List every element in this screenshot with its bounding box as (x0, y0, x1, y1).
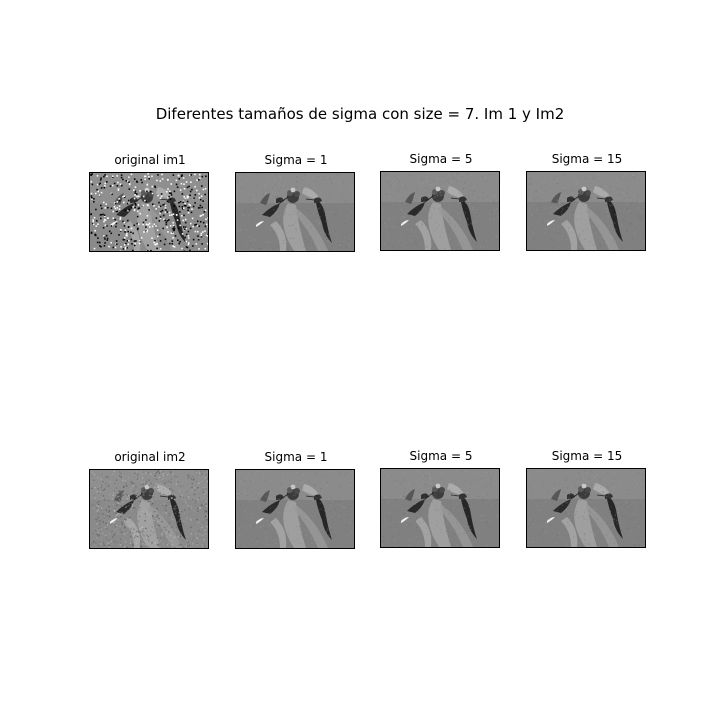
panel-title: Sigma = 1 (264, 153, 328, 167)
hummingbird-image-filtered (235, 469, 355, 549)
hummingbird-image-filtered (380, 171, 500, 251)
panel-im2-sigma-5: Sigma = 5 (380, 449, 502, 548)
panel-title: Sigma = 15 (551, 449, 623, 463)
panel-original-im2: original im2 (89, 450, 211, 549)
panel-im1-sigma-5: Sigma = 5 (380, 152, 502, 251)
figure-title: Diferentes tamaños de sigma con size = 7… (155, 105, 565, 123)
hummingbird-image-noisy (89, 172, 209, 252)
hummingbird-image-filtered (235, 172, 355, 252)
panel-im2-sigma-15: Sigma = 15 (526, 449, 648, 548)
hummingbird-image-filtered (380, 468, 500, 548)
panel-im1-sigma-15: Sigma = 15 (526, 152, 648, 251)
panel-im2-sigma-1: Sigma = 1 (235, 450, 357, 549)
panel-original-im1: original im1 (89, 153, 211, 252)
panel-title: original im1 (114, 153, 186, 167)
panel-title: Sigma = 5 (409, 152, 473, 166)
panel-title: Sigma = 15 (551, 152, 623, 166)
panel-title: original im2 (114, 450, 186, 464)
panel-im1-sigma-1: Sigma = 1 (235, 153, 357, 252)
hummingbird-image-filtered (526, 171, 646, 251)
hummingbird-image-filtered (526, 468, 646, 548)
hummingbird-image-noisy (89, 469, 209, 549)
panel-title: Sigma = 1 (264, 450, 328, 464)
panel-title: Sigma = 5 (409, 449, 473, 463)
